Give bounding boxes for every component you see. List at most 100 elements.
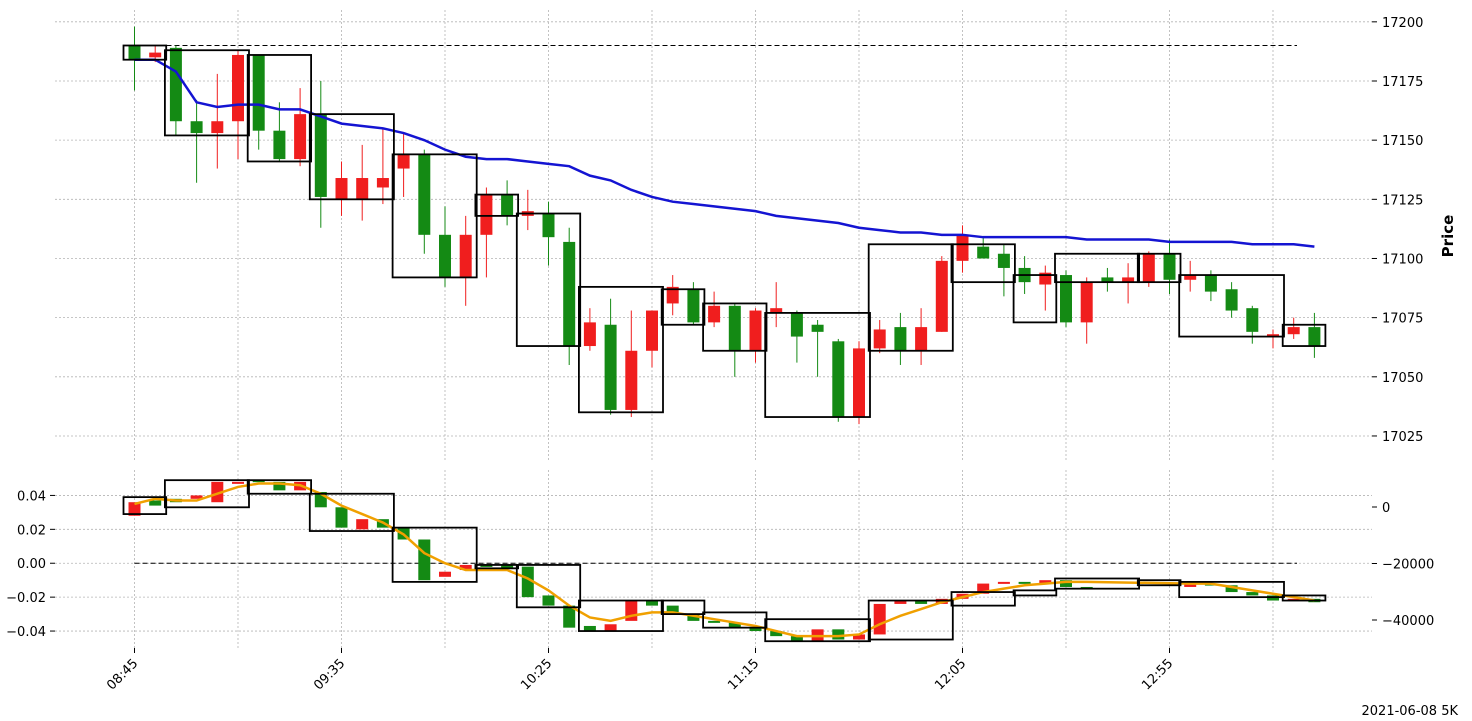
- oscillator-bar: [604, 624, 617, 632]
- candle-body: [128, 45, 141, 60]
- oscillator-bar: [128, 502, 141, 516]
- oscillator-bar: [542, 595, 555, 606]
- oscillator-box: [660, 599, 706, 615]
- price-consolidation-box: [764, 312, 871, 418]
- oscillator-bar: [273, 481, 286, 491]
- price-tick-label: 17025: [1382, 430, 1423, 445]
- oscillator-bar: [770, 631, 783, 637]
- candle-body: [1039, 272, 1052, 285]
- candle-body: [1246, 308, 1259, 332]
- oscillator-box: [950, 591, 1016, 607]
- osc-right-tick-label: −20000: [1382, 558, 1434, 573]
- candle-body: [294, 114, 307, 160]
- chart-footnote: 2021-06-08 5K: [1361, 704, 1458, 719]
- oscillator-bar: [728, 622, 741, 628]
- price-consolidation-box: [246, 54, 312, 163]
- osc-left-tick-label: −0.04: [6, 625, 46, 640]
- candle-body: [397, 154, 410, 169]
- candlestick-chart: 17025 17050 17075 17100 17125 17150 17175 17200…: [6, 10, 1457, 693]
- price-tick-label: 17175: [1382, 75, 1423, 90]
- oscillator-bar: [832, 629, 845, 640]
- oscillator-bar: [708, 620, 721, 623]
- oscillator-bar: [915, 600, 928, 604]
- oscillator-bar: [480, 564, 493, 567]
- candle-body: [1308, 327, 1321, 347]
- candle-body: [439, 234, 451, 278]
- oscillator-box: [1012, 589, 1058, 597]
- candle-body: [708, 305, 721, 323]
- oscillator-box: [1281, 594, 1327, 602]
- oscillator-bar: [1225, 585, 1238, 593]
- oscillator-bar: [646, 600, 658, 606]
- candle-body: [1142, 253, 1155, 283]
- oscillator-bar: [873, 603, 886, 635]
- candle-body: [790, 312, 803, 337]
- price-consolidation-box: [163, 49, 250, 137]
- oscillator-bar: [501, 564, 514, 569]
- oscillator-bar: [1060, 580, 1072, 587]
- price-consolidation-box: [1136, 252, 1182, 284]
- price-consolidation-box: [515, 212, 582, 347]
- candle-body: [542, 213, 555, 238]
- oscillator-bar: [190, 495, 203, 499]
- candle-body: [1225, 289, 1238, 311]
- candle-body: [480, 194, 493, 235]
- candle-body: [583, 322, 596, 347]
- oscillator-bar: [232, 481, 244, 484]
- candle-body: [273, 130, 286, 160]
- oscillator-bar: [439, 571, 451, 577]
- candle-body: [252, 54, 265, 131]
- oscillator-box: [246, 479, 312, 495]
- osc-left-tick-label: 0.00: [17, 557, 46, 572]
- oscillator-bar: [853, 634, 865, 640]
- candle-body: [625, 350, 638, 410]
- oscillator-box: [1178, 580, 1285, 599]
- oscillator-bar: [149, 500, 162, 506]
- oscillator-bar: [666, 605, 679, 615]
- price-tick-label: 17075: [1382, 312, 1423, 327]
- time-tick-label: 10:25: [518, 656, 555, 693]
- oscillator-bar: [583, 625, 596, 632]
- oscillator-bar: [977, 583, 990, 594]
- oscillator-box: [308, 492, 395, 532]
- candle-body: [977, 246, 990, 259]
- oscillator-box: [578, 599, 664, 632]
- price-consolidation-box: [867, 243, 954, 352]
- oscillator-box: [122, 496, 168, 515]
- price-consolidation-box: [1178, 274, 1285, 338]
- candle-body: [1101, 277, 1114, 283]
- candle-body: [356, 178, 369, 200]
- osc-right-tick-label: −40000: [1382, 614, 1434, 629]
- oscillator-box: [391, 526, 478, 583]
- candle-body: [935, 260, 948, 332]
- candle-body: [915, 327, 928, 351]
- price-consolidation-box: [1012, 274, 1058, 324]
- candle-body: [811, 324, 824, 332]
- time-tick-label: 11:15: [725, 656, 762, 693]
- time-tick-label: 12:55: [1139, 656, 1176, 693]
- oscillator-bar: [335, 507, 348, 528]
- oscillator-bar: [997, 581, 1010, 584]
- candle-body: [666, 286, 679, 304]
- candle-body: [770, 308, 783, 313]
- time-tick-label: 09:35: [311, 656, 348, 693]
- candle-body: [376, 178, 389, 188]
- price-consolidation-box: [578, 285, 664, 414]
- price-consolidation-box: [1054, 252, 1140, 284]
- candle-body: [894, 327, 907, 351]
- moving-average-line: [134, 58, 1315, 248]
- oscillator-bar: [459, 564, 472, 571]
- time-tick-label: 08:45: [104, 656, 141, 693]
- candle-body: [169, 47, 182, 122]
- osc-left-tick-label: 0.02: [17, 523, 46, 538]
- candle-body: [1204, 275, 1217, 292]
- price-tick-label: 17200: [1382, 16, 1423, 31]
- candle-body: [232, 54, 244, 122]
- oscillator-bar: [894, 600, 907, 604]
- candle-body: [1287, 327, 1300, 335]
- candle-body: [1184, 275, 1197, 280]
- oscillator-bar: [790, 636, 803, 642]
- candle-body: [1080, 282, 1093, 323]
- candle-body: [873, 329, 886, 349]
- candle-body: [190, 121, 203, 134]
